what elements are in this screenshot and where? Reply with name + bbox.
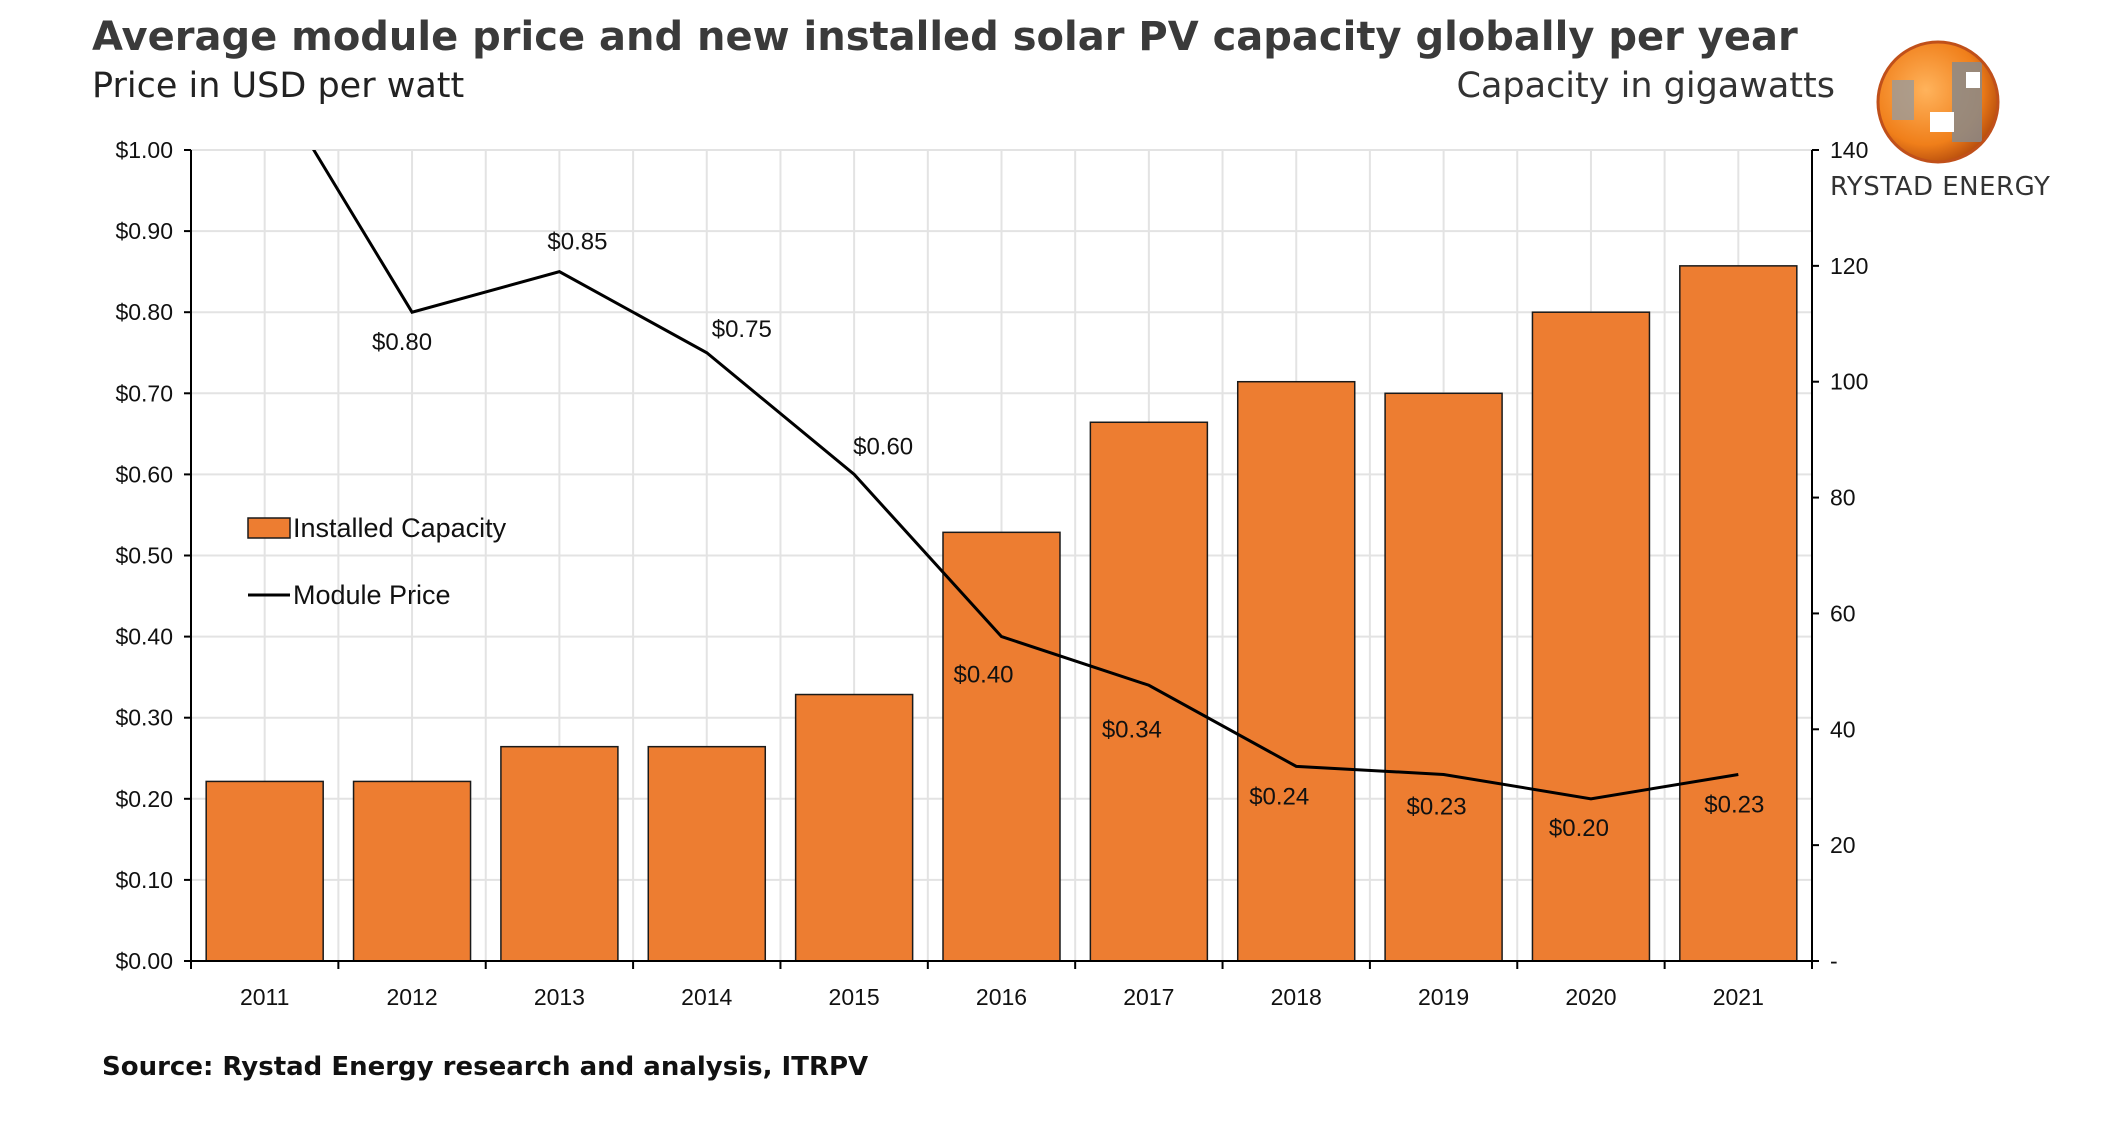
data-label-2015: $0.60 — [853, 433, 913, 460]
data-label-2017: $0.34 — [1102, 716, 1162, 743]
bar-2012 — [352, 780, 472, 962]
left-tick-label: $0.70 — [115, 380, 173, 406]
left-tick-label: $0.10 — [115, 867, 173, 893]
legend-label-installed-capacity: Installed Capacity — [293, 513, 507, 543]
brand-logo-text: RYSTAD ENERGY — [1830, 172, 2051, 202]
bar-2020 — [1531, 311, 1651, 962]
left-tick-label: $0.30 — [115, 705, 173, 731]
x-tick-label: 2021 — [1713, 984, 1764, 1010]
bar-2017 — [1089, 421, 1209, 962]
bar-2014 — [647, 745, 767, 962]
left-tick-label: $0.50 — [115, 543, 173, 569]
right-axis-subtitle: Capacity in gigawatts — [1456, 66, 1835, 106]
x-tick-label: 2018 — [1271, 984, 1322, 1010]
left-tick-label: $0.80 — [115, 299, 173, 325]
bar-2021 — [1679, 265, 1798, 962]
rystad-globe-logo-icon — [1876, 40, 2000, 164]
data-label-2020: $0.20 — [1549, 815, 1609, 842]
bar-2011 — [205, 780, 324, 962]
x-tick-label: 2017 — [1123, 984, 1174, 1010]
x-tick-label: 2016 — [976, 984, 1027, 1010]
left-tick-label: $0.20 — [115, 786, 173, 812]
left-tick-label: $0.40 — [115, 624, 173, 650]
legend-swatch-installed-capacity — [247, 517, 291, 539]
bar-2013 — [500, 745, 619, 962]
data-label-2014: $0.75 — [712, 316, 772, 343]
data-label-2018: $0.24 — [1249, 783, 1309, 810]
data-label-2013: $0.85 — [547, 229, 607, 256]
left-tick-label: $1.00 — [115, 137, 173, 163]
left-tick-label: $0.00 — [115, 948, 173, 974]
x-tick-label: 2020 — [1565, 984, 1616, 1010]
data-label-2016: $0.40 — [953, 662, 1013, 689]
x-tick-label: 2011 — [240, 984, 289, 1010]
left-axis-subtitle: Price in USD per watt — [92, 66, 465, 106]
legend-label-module-price: Module Price — [293, 580, 451, 610]
right-tick-label: 80 — [1830, 485, 1856, 511]
bar-2015 — [794, 693, 914, 962]
right-tick-label: 60 — [1830, 600, 1856, 626]
right-tick-label: - — [1830, 948, 1838, 974]
right-tick-label: 120 — [1830, 253, 1868, 279]
right-tick-label: 100 — [1830, 369, 1868, 395]
chart-title: Average module price and new installed s… — [92, 14, 1798, 60]
data-label-2021: $0.23 — [1704, 791, 1764, 818]
data-label-2019: $0.23 — [1407, 793, 1467, 820]
bar-2016 — [942, 531, 1061, 962]
x-tick-label: 2014 — [681, 984, 732, 1010]
legend: Installed Capacity Module Price — [247, 513, 507, 610]
left-tick-label: $0.60 — [115, 461, 173, 487]
x-tick-label: 2019 — [1418, 984, 1469, 1010]
right-tick-label: 140 — [1830, 137, 1868, 163]
x-tick-label: 2015 — [829, 984, 880, 1010]
right-tick-label: 20 — [1830, 832, 1856, 858]
x-tick-label: 2012 — [386, 984, 437, 1010]
data-label-2012: $0.80 — [372, 329, 432, 356]
bar-2019 — [1384, 392, 1503, 962]
left-tick-label: $0.90 — [115, 218, 173, 244]
module-price-line — [312, 150, 1739, 801]
source-note: Source: Rystad Energy research and analy… — [102, 1052, 869, 1082]
bar-2018 — [1236, 380, 1356, 962]
x-tick-label: 2013 — [534, 984, 585, 1010]
right-tick-label: 40 — [1830, 716, 1856, 742]
